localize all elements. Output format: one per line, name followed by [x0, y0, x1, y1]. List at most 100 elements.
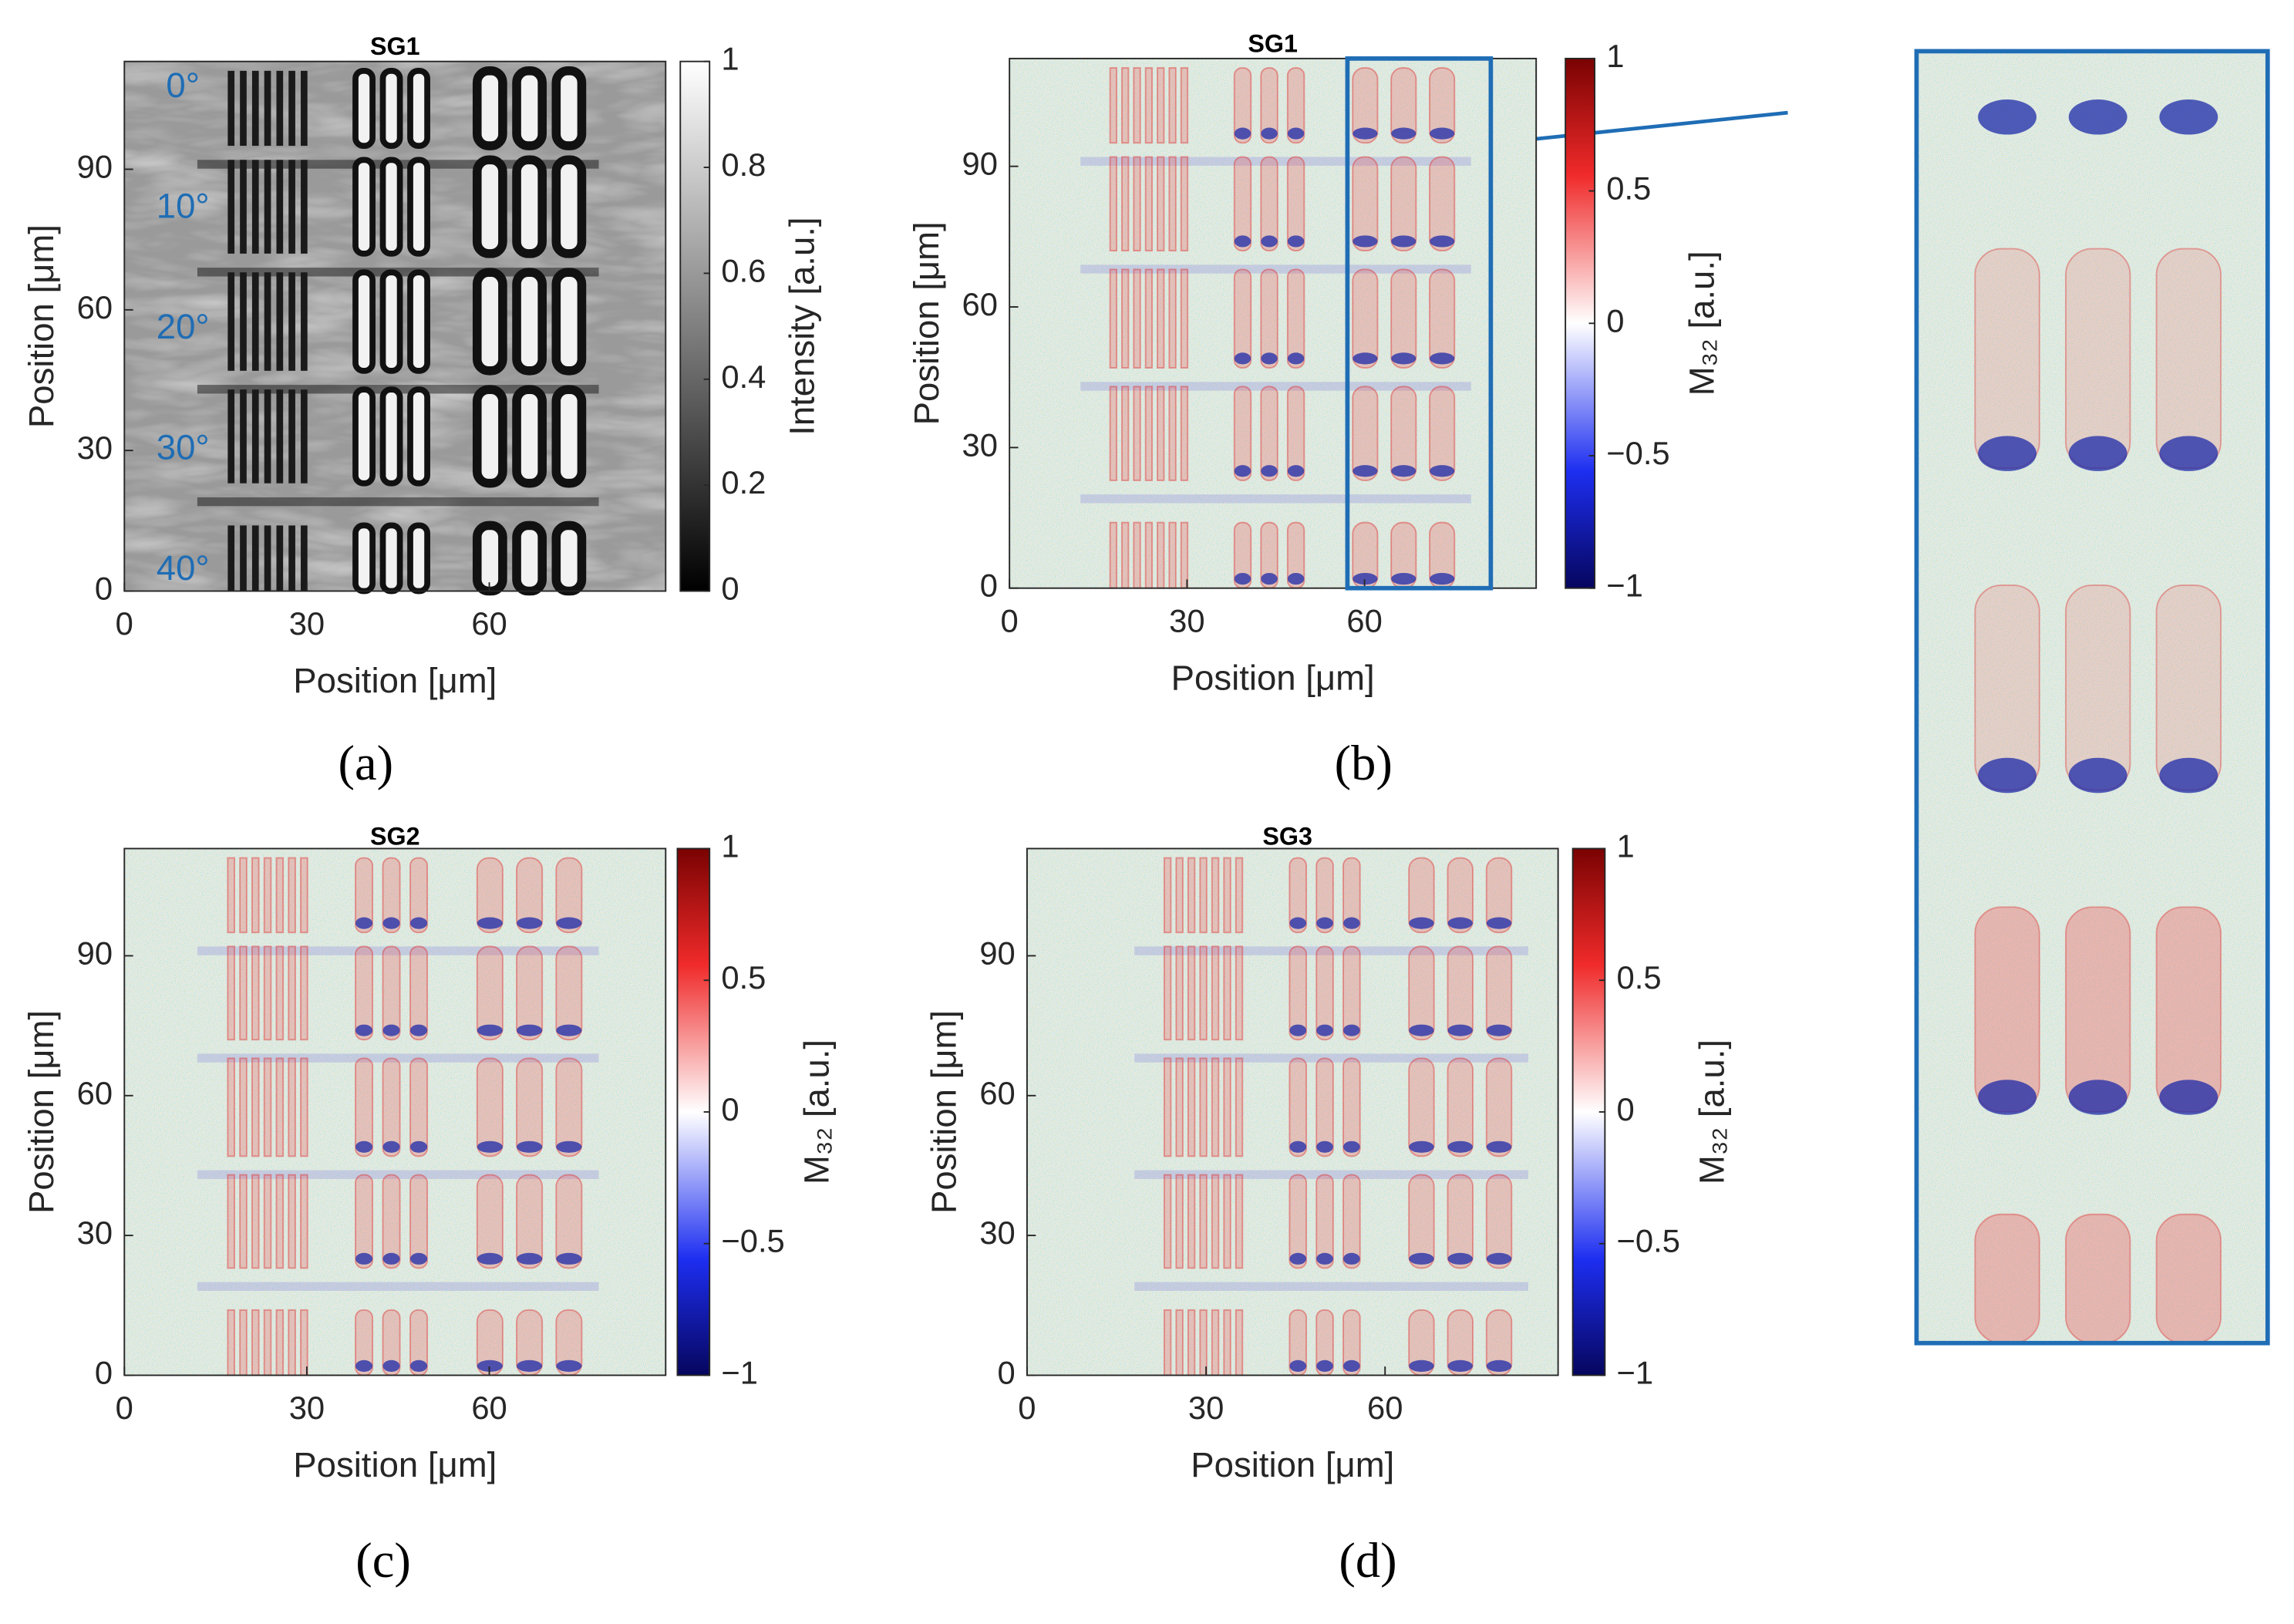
panel-label: (d)	[1339, 1533, 1396, 1588]
structure-edge	[1343, 1141, 1360, 1153]
colorbar-tick-label: 0	[1606, 302, 1624, 339]
heatmap-image	[1009, 58, 1537, 589]
structure	[288, 945, 296, 1041]
structure-edge	[355, 1252, 373, 1265]
structure	[352, 157, 376, 257]
structure	[1235, 1057, 1244, 1157]
angle-label: 40°	[157, 548, 210, 588]
structure	[227, 1309, 236, 1376]
colorbar-tick-label: 1	[1617, 827, 1635, 864]
y-tick-label: 30	[979, 1215, 1015, 1251]
structure	[288, 857, 296, 934]
inset-bar	[2155, 248, 2222, 470]
inset-edge	[2159, 436, 2218, 471]
structure-edge	[1343, 917, 1360, 929]
x-tick-label: 0	[116, 1390, 133, 1426]
structure-edge	[1289, 1252, 1307, 1265]
structure	[1233, 67, 1252, 144]
structure-edge	[1261, 465, 1278, 477]
structure	[1233, 268, 1252, 369]
structure-edge	[1409, 1024, 1434, 1036]
structure-edge	[517, 1360, 543, 1372]
structure-edge	[1430, 352, 1455, 365]
structure	[551, 268, 587, 376]
inset-bar	[2065, 248, 2131, 470]
structure	[1180, 521, 1189, 589]
structure-edge	[517, 1024, 543, 1036]
structure-edge	[556, 1141, 582, 1153]
structure	[1109, 521, 1118, 589]
structure	[251, 160, 259, 254]
zoom-arrow	[1506, 110, 1788, 144]
structure	[1211, 1174, 1220, 1269]
structure-edge	[517, 1252, 543, 1265]
structure	[1390, 67, 1417, 144]
structure-edge	[477, 1141, 503, 1153]
structure	[476, 1174, 504, 1269]
structure	[1168, 521, 1177, 589]
structure	[1235, 945, 1244, 1041]
structure	[1223, 857, 1231, 934]
y-tick-label: 90	[77, 935, 113, 971]
structure	[1390, 386, 1417, 481]
structure	[1408, 1057, 1435, 1157]
structure	[1175, 1057, 1184, 1157]
structure-edge	[1261, 235, 1278, 248]
structure-edge	[517, 917, 543, 929]
structure-edge	[1343, 1252, 1360, 1265]
structure-edge	[1316, 1360, 1333, 1372]
inset-edge	[2068, 436, 2127, 471]
inset-edge	[2159, 1080, 2218, 1115]
structure-edge	[382, 1024, 400, 1036]
structure	[1175, 1309, 1184, 1376]
heatmap-image	[124, 848, 666, 1376]
structure	[1288, 945, 1308, 1041]
colorbar-label: M₃₂ [a.u.]	[797, 1039, 837, 1184]
structure	[288, 272, 295, 371]
angle-label: 10°	[157, 186, 210, 225]
structure	[551, 155, 587, 258]
structure	[227, 945, 236, 1041]
structure-edge	[410, 1141, 428, 1153]
structure	[1408, 945, 1435, 1041]
zoom-inset	[1914, 49, 2270, 1346]
structure	[240, 389, 247, 483]
x-tick-label: 60	[471, 1390, 507, 1426]
x-axis-label: Position [μm]	[293, 661, 497, 700]
structure-edge	[355, 1024, 373, 1036]
structure-edge	[1287, 127, 1305, 140]
structure	[1485, 1174, 1513, 1269]
structure	[1315, 1174, 1334, 1269]
structure-edge	[1261, 127, 1278, 140]
structure	[1157, 268, 1165, 369]
structure	[355, 1174, 374, 1269]
structure-edge	[1486, 1252, 1512, 1265]
structure	[1109, 156, 1118, 252]
colorbar-tick-label: 1	[721, 827, 739, 864]
structure	[1144, 521, 1154, 589]
structure	[1163, 945, 1172, 1041]
structure	[288, 1057, 296, 1157]
structure	[472, 66, 507, 150]
structure-edge	[1486, 917, 1512, 929]
structure-edge	[1447, 1024, 1473, 1036]
structure-edge	[1352, 127, 1378, 140]
colorbar	[679, 60, 711, 592]
colorbar-tick-label: 1	[1606, 38, 1624, 74]
structure	[1175, 1174, 1184, 1269]
structure	[1429, 67, 1456, 144]
angle-label: 0°	[166, 66, 200, 105]
structure-edge	[1289, 1024, 1307, 1036]
structure	[1288, 1057, 1308, 1157]
inset-edge	[2068, 99, 2127, 135]
structure	[227, 857, 236, 934]
structure-edge	[1391, 572, 1416, 585]
y-axis-label: Position [μm]	[925, 1010, 964, 1214]
structure	[1260, 67, 1278, 144]
structure	[251, 389, 259, 483]
structure	[512, 268, 547, 376]
structure	[1168, 386, 1177, 481]
label-row	[1080, 157, 1471, 166]
structure	[512, 155, 547, 258]
structure	[288, 1309, 296, 1376]
